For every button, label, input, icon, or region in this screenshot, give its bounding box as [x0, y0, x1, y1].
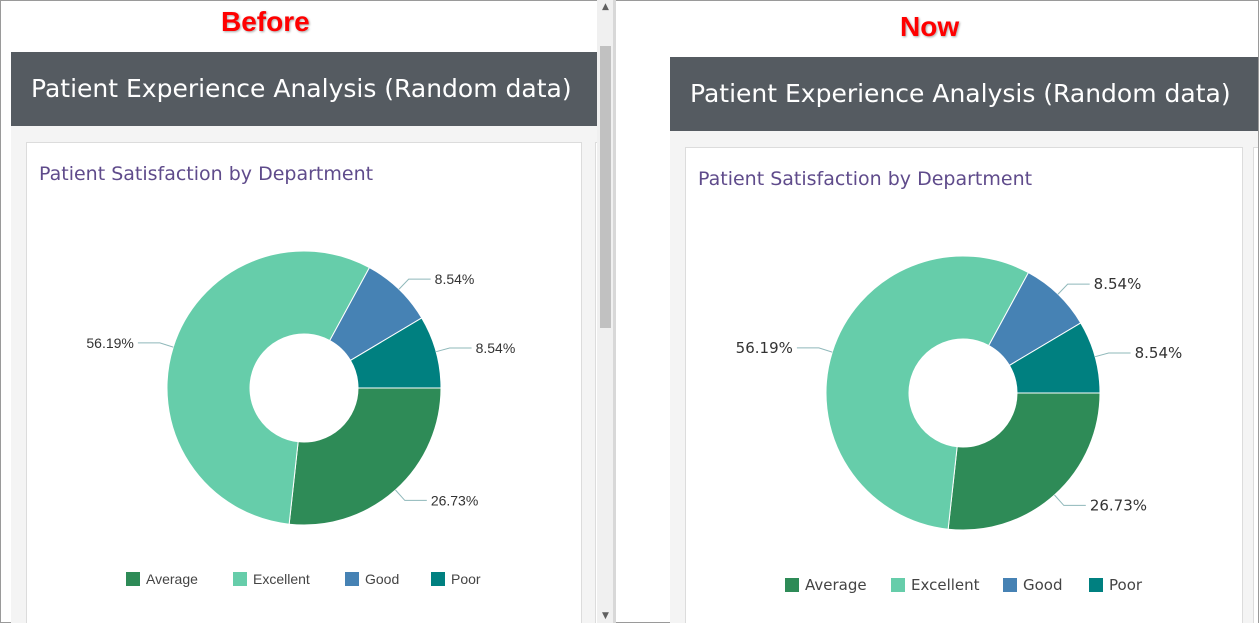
- legend-label-average[interactable]: Average: [146, 571, 198, 587]
- slice-excellent[interactable]: [825, 255, 1030, 530]
- legend-label-poor[interactable]: Poor: [1109, 576, 1143, 594]
- slice-average[interactable]: [288, 387, 442, 526]
- panel-divider: [613, 0, 616, 623]
- data-label-excellent: 56.19%: [86, 335, 133, 351]
- leader-line: [1054, 494, 1086, 506]
- scroll-up-arrow-icon[interactable]: ▲: [602, 2, 609, 12]
- legend-label-excellent[interactable]: Excellent: [253, 571, 310, 587]
- leader-line: [137, 342, 174, 348]
- data-label-poor: 8.54%: [476, 340, 516, 356]
- legend-swatch-average[interactable]: [785, 578, 799, 592]
- data-label-excellent: 56.19%: [736, 339, 793, 357]
- data-label-average: 26.73%: [431, 492, 478, 508]
- legend-label-poor[interactable]: Poor: [451, 571, 481, 587]
- slice-poor[interactable]: [1008, 322, 1101, 394]
- data-label-poor: 8.54%: [1135, 344, 1183, 362]
- legend-label-excellent[interactable]: Excellent: [911, 576, 980, 594]
- data-label-average: 26.73%: [1090, 496, 1147, 514]
- chart-card: Patient Satisfaction by Department 26.73…: [26, 142, 582, 623]
- leader-line: [395, 489, 427, 501]
- now-label: Now: [900, 11, 960, 42]
- leader-line: [398, 278, 431, 290]
- chart-title: Patient Satisfaction by Department: [39, 163, 374, 185]
- now-panel: Now Patient Experience Analysis (Random …: [616, 0, 1258, 623]
- legend-swatch-poor[interactable]: [1089, 578, 1103, 592]
- chart-title: Patient Satisfaction by Department: [698, 168, 1033, 190]
- legend-label-good[interactable]: Good: [365, 571, 399, 587]
- leader-line: [1094, 352, 1131, 358]
- slice-excellent[interactable]: [166, 250, 371, 525]
- slice-poor[interactable]: [349, 317, 442, 389]
- legend-swatch-good[interactable]: [345, 572, 359, 586]
- slice-average[interactable]: [947, 392, 1101, 531]
- chart-card: Patient Satisfaction by Department 26.73…: [685, 147, 1243, 623]
- leader-line: [435, 347, 472, 353]
- legend-label-good[interactable]: Good: [1023, 576, 1063, 594]
- donut-chart: 26.73% 56.19% 8.54% 8.54% Average Excellent Go…: [736, 255, 1183, 594]
- page-header: Patient Experience Analysis (Random data…: [11, 52, 597, 126]
- legend-swatch-average[interactable]: [126, 572, 140, 586]
- legend-swatch-good[interactable]: [1003, 578, 1017, 592]
- scroll-thumb[interactable]: [600, 46, 611, 328]
- vertical-scrollbar[interactable]: ▲ ▼: [597, 0, 613, 623]
- legend-swatch-excellent[interactable]: [891, 578, 905, 592]
- scroll-down-arrow-icon[interactable]: ▼: [602, 611, 609, 621]
- page-header: Patient Experience Analysis (Random data…: [670, 57, 1258, 131]
- before-label: Before: [221, 6, 310, 37]
- leader-line: [796, 347, 833, 353]
- legend-swatch-excellent[interactable]: [233, 572, 247, 586]
- data-label-good: 8.54%: [435, 271, 475, 287]
- before-panel: Before Patient Experience Analysis (Rand…: [1, 0, 613, 623]
- data-label-good: 8.54%: [1094, 275, 1142, 293]
- legend-label-average[interactable]: Average: [805, 576, 867, 594]
- donut-chart: 26.73% 56.19% 8.54% 8.54% Average Excellent Go…: [86, 250, 516, 587]
- next-card-edge: [1253, 147, 1258, 623]
- legend-swatch-poor[interactable]: [431, 572, 445, 586]
- leader-line: [1057, 283, 1090, 295]
